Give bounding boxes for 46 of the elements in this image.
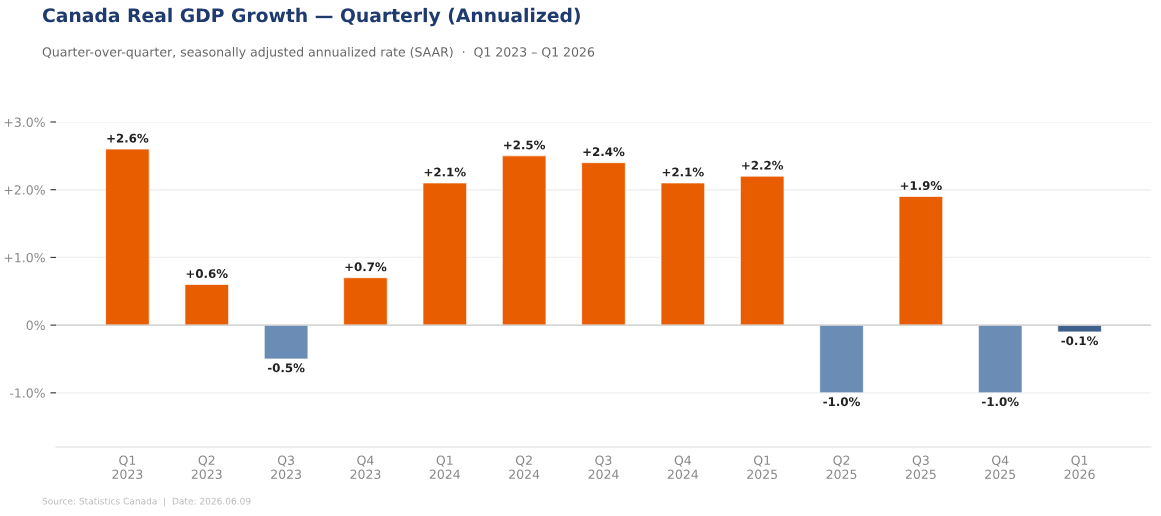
data-label: -0.1%: [1061, 336, 1099, 346]
source-note: Source: Statistics Canada | Date: 2026.06.09: [42, 497, 251, 507]
chart-title: Canada Real GDP Growth — Quarterly (Annualized): [42, 7, 580, 27]
x-tick-label: Q1 2025: [747, 455, 778, 480]
x-tick-label: Q1 2023: [112, 455, 143, 480]
data-label: +2.2%: [742, 160, 784, 170]
data-label: +2.1%: [424, 167, 466, 177]
bar: [343, 277, 388, 326]
data-label: +1.9%: [900, 181, 942, 191]
bar: [740, 175, 785, 326]
x-tick-label: Q2 2024: [509, 455, 540, 480]
bar: [501, 155, 547, 326]
x-tick-label: Q1 2026: [1064, 455, 1095, 480]
data-label: +0.7%: [345, 262, 387, 272]
y-tick-label: +3.0%: [4, 117, 45, 127]
bar: [581, 162, 626, 326]
bar: [422, 182, 467, 326]
bar: [660, 182, 706, 326]
bar: [184, 284, 229, 326]
x-tick-label: Q3 2023: [271, 455, 302, 480]
data-label: +2.5%: [504, 140, 546, 150]
bar: [263, 324, 309, 360]
bar: [819, 324, 864, 394]
x-tick-label: Q2 2025: [826, 455, 857, 480]
data-label: -0.5%: [267, 363, 305, 373]
x-tick-label: Q1 2024: [429, 455, 461, 480]
y-tick-label: +1.0%: [4, 252, 45, 263]
x-tick-label: Q3 2024: [588, 455, 619, 480]
chart-subtitle: Quarter-over-quarter, seasonally adjusted annualized rate (SAAR) · Q1 2023 – Q1 2026: [42, 46, 595, 60]
x-tick-label: Q4 2024: [667, 455, 699, 480]
data-label: +2.4%: [583, 147, 625, 157]
data-label: -1.0%: [982, 397, 1019, 407]
data-label: -1.0%: [823, 397, 860, 407]
data-label: +2.1%: [662, 167, 704, 177]
y-tick-label: -1.0%: [9, 388, 45, 398]
bar: [898, 196, 944, 326]
x-tick-label: Q2 2023: [191, 455, 222, 480]
data-label: +0.6%: [186, 269, 228, 279]
bar: [978, 324, 1023, 394]
y-tick-label: +2.0%: [4, 185, 45, 195]
x-tick-label: Q3 2025: [905, 455, 936, 480]
bar: [105, 148, 150, 326]
y-tick-label: 0%: [26, 320, 45, 331]
x-tick-label: Q4 2025: [985, 455, 1016, 480]
data-label: +2.6%: [107, 133, 149, 143]
x-tick-label: Q4 2023: [350, 455, 381, 480]
